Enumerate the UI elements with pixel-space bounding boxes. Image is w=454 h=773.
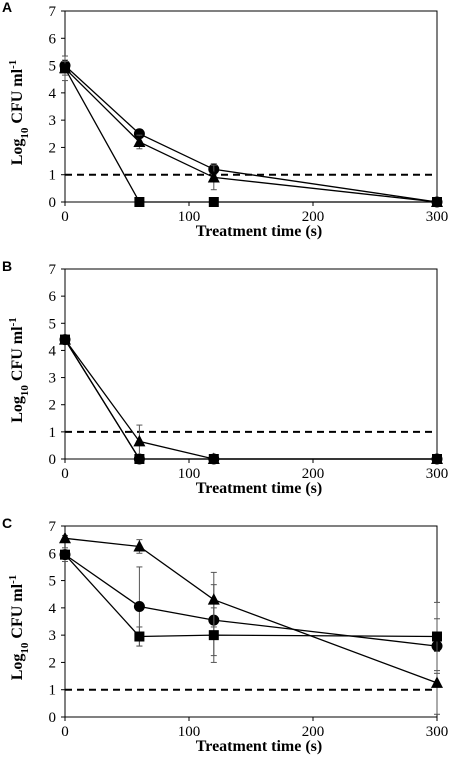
x-tick-label: 0	[61, 466, 69, 482]
y-axis-title: Log10 CFU ml-1	[7, 575, 31, 681]
data-point-circle	[133, 600, 145, 612]
y-tick-label: 3	[49, 113, 57, 129]
data-point-square	[432, 631, 442, 642]
x-tick-label: 0	[61, 209, 69, 225]
y-tick-label: 1	[49, 683, 57, 699]
y-tick-label: 2	[49, 140, 57, 156]
panel-b: B 0 1 2 3 4 5 6 7 0 100 200 300 Treatment time (s) Lo…	[2, 258, 448, 497]
circle-series-line	[64, 339, 437, 460]
y-tick-label: 2	[49, 655, 57, 671]
data-point-square	[208, 197, 219, 207]
y-tick-label: 3	[49, 371, 57, 387]
data-point-square	[208, 454, 219, 464]
plot-frame	[64, 268, 438, 460]
y-tick-label: 4	[49, 343, 57, 359]
data-point-square	[60, 549, 70, 560]
x-tick-label: 200	[302, 724, 325, 740]
x-tick-label: 200	[302, 466, 325, 482]
y-tick-label: 5	[49, 574, 57, 590]
x-tick-label: 300	[426, 209, 449, 225]
data-point-square	[60, 63, 70, 74]
data-point-circle	[133, 128, 145, 140]
y-tick-label: 7	[49, 262, 57, 278]
triangle-series-line	[64, 537, 438, 684]
plot-frame	[64, 10, 438, 203]
data-point-triangle	[431, 676, 443, 688]
y-tick-label: 6	[49, 546, 57, 562]
triangle-series-line	[64, 67, 438, 203]
data-point-square	[134, 454, 145, 464]
panel-label: B	[2, 258, 12, 274]
y-tick-label: 5	[49, 316, 57, 332]
x-tick-label: 200	[302, 209, 325, 225]
y-tick-label: 1	[49, 425, 57, 441]
square-series-line	[64, 339, 437, 460]
panel-a: A 0 1 2 3 4 5 6 7 0 100 200 300 Treatment time (s) Lo…	[2, 0, 448, 240]
panel-label: C	[2, 515, 12, 531]
data-point-square	[134, 197, 145, 207]
circle-series-line	[64, 65, 438, 203]
x-axis-title: Treatment time (s)	[196, 738, 322, 755]
data-point-square	[60, 334, 70, 345]
x-axis-title: Treatment time (s)	[196, 223, 322, 240]
y-axis-title: Log10 CFU ml-1	[7, 60, 31, 166]
x-tick-label: 100	[178, 724, 201, 740]
square-series-line	[64, 67, 437, 203]
data-point-square	[432, 454, 442, 464]
data-point-triangle	[133, 135, 146, 147]
panel-c: C 0 1 2 3 4 5 6 7 0 100 200 300 Treatment time (s) Lo…	[2, 515, 448, 755]
x-tick-label: 100	[178, 466, 201, 482]
circle-series-line	[64, 554, 438, 647]
y-tick-label: 7	[49, 4, 57, 20]
x-tick-label: 0	[61, 724, 69, 740]
data-point-square	[208, 630, 219, 641]
y-tick-label: 1	[49, 168, 57, 184]
y-tick-label: 0	[49, 195, 57, 211]
y-tick-label: 6	[49, 289, 57, 305]
x-tick-label: 300	[426, 466, 449, 482]
data-point-triangle	[207, 593, 220, 605]
data-point-triangle	[59, 531, 71, 544]
data-point-triangle	[133, 434, 146, 447]
y-tick-label: 6	[49, 31, 57, 47]
triangle-series-line	[64, 339, 437, 460]
y-tick-label: 3	[49, 628, 57, 644]
x-tick-label: 100	[178, 209, 201, 225]
y-axis-title: Log10 CFU ml-1	[7, 317, 31, 423]
data-point-square	[134, 631, 145, 642]
panel-label: A	[2, 0, 12, 15]
plot-frame	[64, 525, 438, 718]
y-tick-label: 5	[49, 59, 57, 75]
x-tick-label: 300	[426, 724, 449, 740]
y-tick-label: 0	[49, 452, 57, 468]
y-tick-label: 0	[49, 710, 57, 726]
x-axis-title: Treatment time (s)	[196, 480, 322, 497]
data-point-square	[432, 197, 442, 207]
y-tick-label: 4	[49, 86, 57, 102]
y-tick-label: 2	[49, 398, 57, 414]
data-point-triangle	[133, 539, 146, 552]
data-point-triangle	[207, 170, 220, 183]
y-tick-label: 7	[49, 519, 57, 535]
square-series-line	[64, 554, 438, 638]
y-tick-label: 4	[49, 601, 57, 617]
